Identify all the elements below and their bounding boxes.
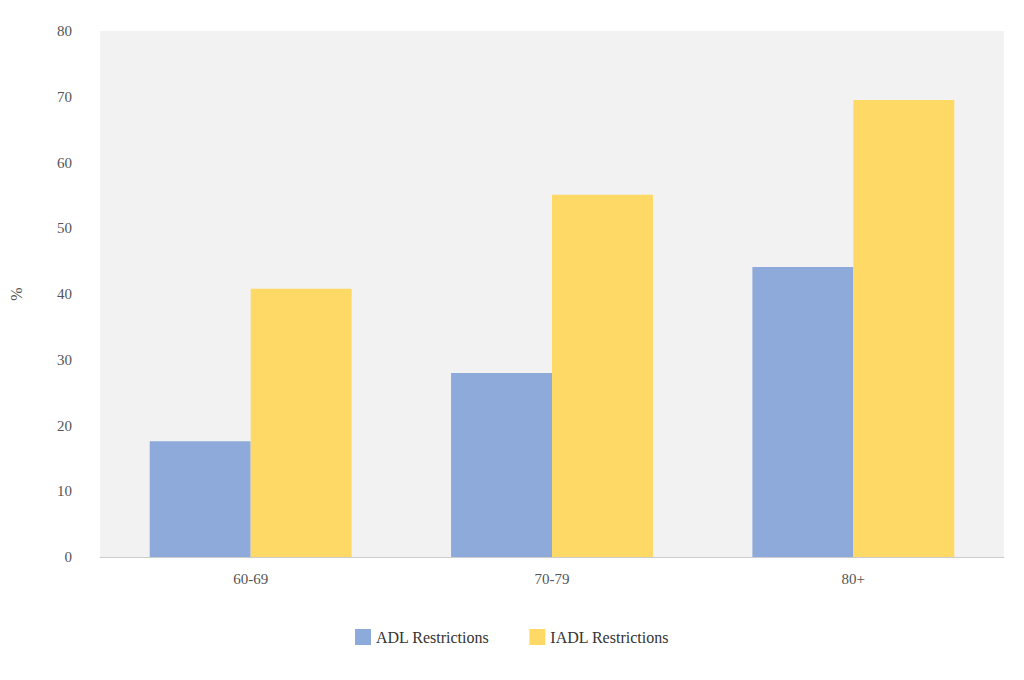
svg-text:0: 0: [65, 549, 73, 565]
svg-text:10: 10: [57, 483, 72, 499]
svg-text:40: 40: [57, 286, 72, 302]
svg-text:60-69: 60-69: [233, 571, 268, 587]
svg-text:20: 20: [57, 418, 72, 434]
svg-text:30: 30: [57, 352, 72, 368]
svg-text:80: 80: [57, 23, 72, 39]
svg-text:%: %: [8, 287, 25, 300]
svg-text:80+: 80+: [842, 571, 865, 587]
svg-text:50: 50: [57, 220, 72, 236]
svg-text:ADL Restrictions: ADL Restrictions: [376, 629, 489, 646]
svg-text:IADL Restrictions: IADL Restrictions: [550, 629, 668, 646]
svg-text:70: 70: [57, 89, 72, 105]
svg-text:60: 60: [57, 155, 72, 171]
svg-text:70-79: 70-79: [535, 571, 570, 587]
